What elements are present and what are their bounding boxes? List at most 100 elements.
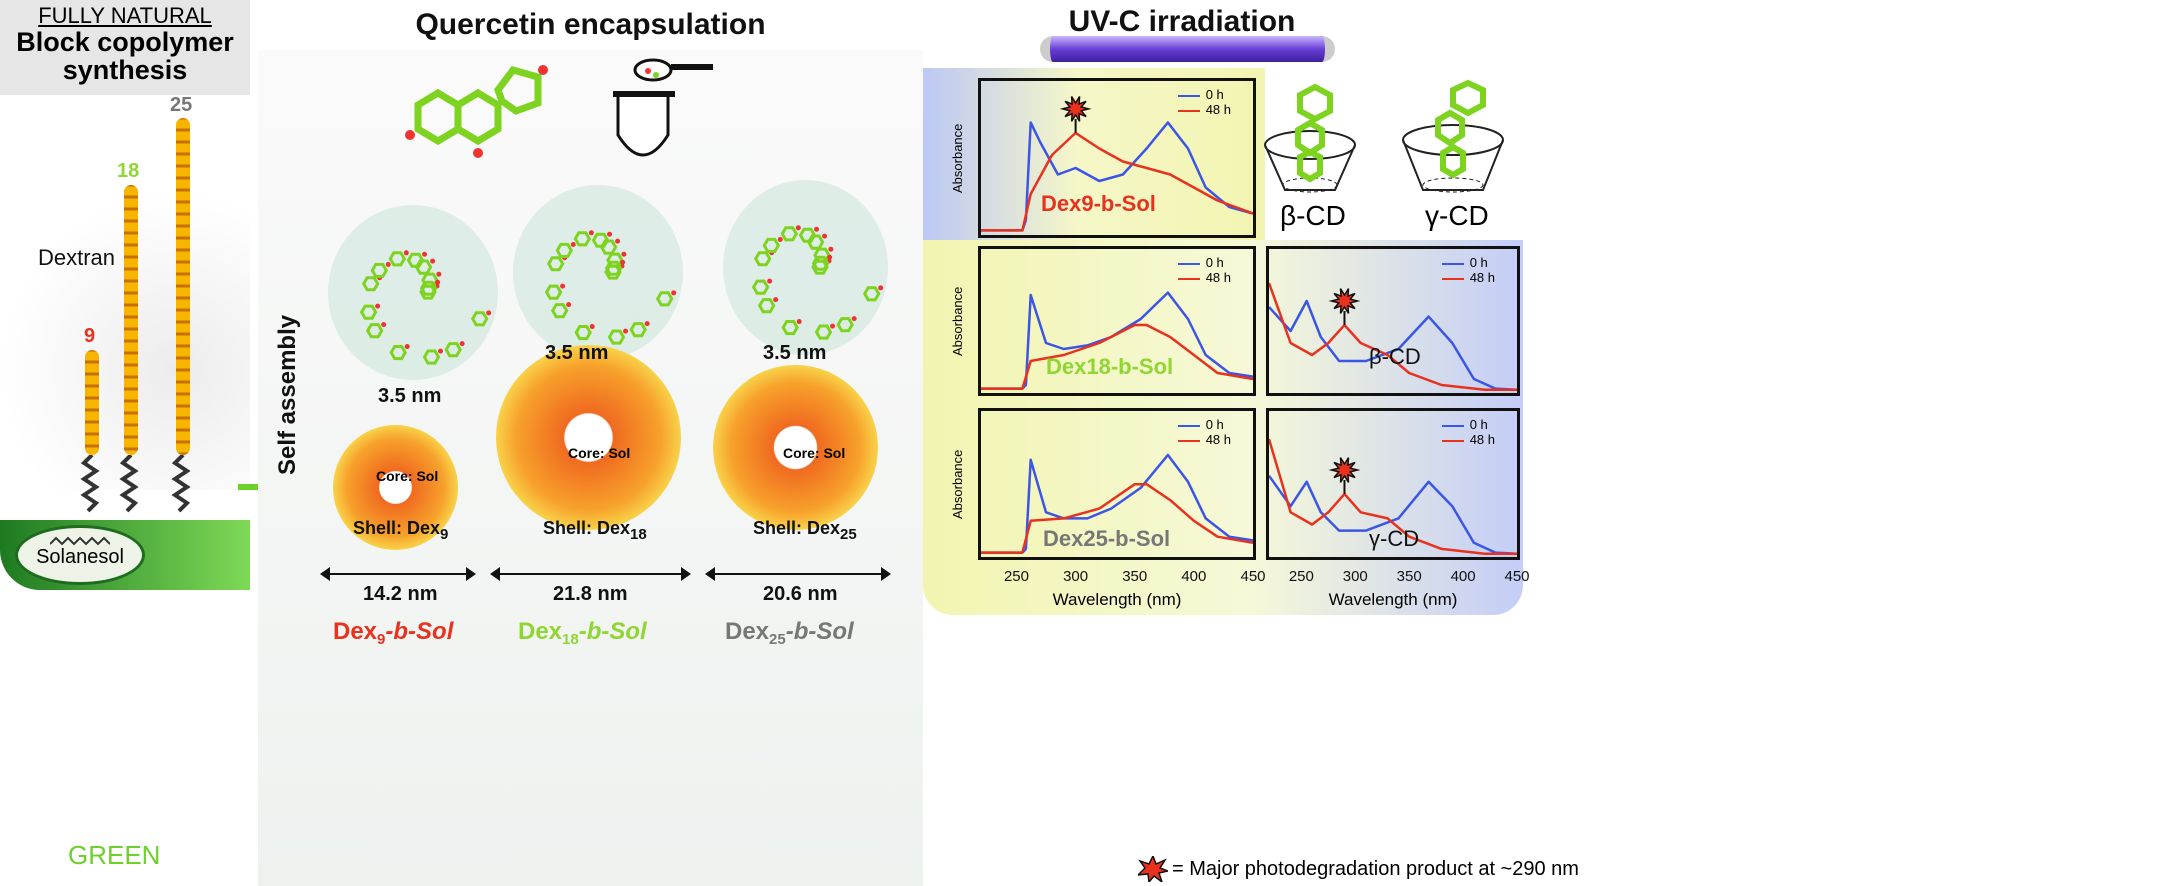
- photodegradation-burst-icon: [1328, 288, 1361, 314]
- plot-title: β-CD: [1369, 344, 1421, 369]
- core-gap-label-3: 3.5 nm: [763, 342, 827, 364]
- quercetin-molecule: [419, 280, 438, 296]
- name-subscript: 9: [377, 631, 386, 648]
- left-panel: FULLY NATURAL Block copolymer synthesis …: [0, 0, 296, 886]
- legend-entry: 0 h: [1177, 417, 1231, 432]
- quercetin-molecule: [389, 345, 407, 361]
- plot-area: [981, 96, 1253, 232]
- oxygen-atom: [795, 225, 801, 231]
- legend-label: 0 h: [1205, 255, 1224, 270]
- name-text: Dex: [333, 618, 378, 645]
- oxygen-atom: [644, 321, 650, 327]
- oxygen-atom: [435, 279, 441, 285]
- quercetin-molecule: [762, 237, 781, 253]
- uv-lamp-icon: [1040, 36, 1335, 62]
- quercetin-molecule: [655, 291, 674, 307]
- oxygen-atom: [822, 233, 828, 239]
- oxygen-atom: [404, 344, 410, 350]
- green-label: GREEN: [68, 840, 161, 870]
- quercetin-molecule: [444, 342, 462, 358]
- quercetin-molecule: [388, 251, 407, 267]
- core-gap-label-2: 3.5 nm: [545, 342, 609, 364]
- oxygen-atom: [814, 226, 820, 232]
- legend-entry: 0 h: [1441, 417, 1495, 432]
- core-label-1: Core: Sol: [376, 468, 439, 484]
- legend-swatch: [1177, 277, 1200, 280]
- oxygen-atom: [436, 271, 442, 277]
- legend-entry: 48 h: [1177, 102, 1231, 117]
- shell-subscript: 25: [840, 526, 857, 543]
- spectrum-plot-4: 0 h 48 h β-CD: [1266, 246, 1520, 396]
- oxygen-atom: [767, 278, 773, 284]
- spectrum-plot-3: 0 h 48 h Dex25-b-Sol: [978, 408, 1256, 560]
- legend-swatch: [1177, 262, 1200, 265]
- micelle-name-1: Dex9-b-Sol: [333, 618, 453, 648]
- size-label-3: 20.6 nm: [763, 583, 838, 605]
- dextran-label: Dextran: [38, 245, 116, 270]
- legend: 0 h 48 h: [1177, 87, 1231, 117]
- y-axis-label: Absorbance: [950, 449, 965, 519]
- shell-text: Shell: Dex: [753, 518, 841, 538]
- x-tick-label: 400: [1181, 568, 1207, 585]
- oxygen-atom: [381, 322, 387, 328]
- micelle-dex25: [713, 365, 878, 530]
- shell-text: Shell: Dex: [543, 518, 631, 538]
- oxygen-atom: [566, 302, 572, 308]
- legend: 0 h 48 h: [1177, 255, 1231, 285]
- gamma-cd-label: γ-CD: [1425, 200, 1489, 231]
- dextran-chain-25: [176, 118, 190, 455]
- burst-legend-icon: [1138, 856, 1168, 882]
- legend-swatch: [1441, 262, 1464, 265]
- micelle-name-3: Dex25-b-Sol: [725, 618, 854, 648]
- quercetin-molecule: [862, 286, 881, 302]
- beta-cd-label: β-CD: [1280, 200, 1346, 231]
- x-tick-label: 250: [1003, 568, 1029, 585]
- heading-box: FULLY NATURAL Block copolymer synthesis: [0, 0, 250, 95]
- quercetin-molecule: [757, 298, 776, 314]
- quercetin-molecule: [555, 242, 574, 258]
- legend-swatch: [1441, 439, 1464, 442]
- x-tick-label: 350: [1122, 568, 1148, 585]
- y-axis-label: Absorbance: [950, 123, 965, 193]
- quercetin-molecule: [591, 232, 610, 248]
- name-suffix: -b-Sol: [785, 618, 854, 645]
- footnote: = Major photodegradation product at ~290…: [1172, 858, 1579, 880]
- quercetin-molecule: [599, 239, 618, 255]
- plot-area: [1269, 282, 1517, 392]
- name-suffix: -b-Sol: [578, 618, 647, 645]
- quercetin-molecule: [814, 324, 833, 340]
- quercetin-molecule: [546, 256, 565, 272]
- spectrum-plot-5: 0 h 48 h γ-CD: [1266, 408, 1520, 560]
- oxygen-atom: [851, 316, 857, 322]
- oxygen-atom: [607, 231, 613, 237]
- solanesol-zigzag-icon: [50, 536, 110, 546]
- oxygen-atom: [588, 230, 594, 236]
- shell-text: Shell: Dex: [353, 518, 441, 538]
- core-gap-label-1: 3.5 nm: [378, 385, 442, 407]
- oxygen-atom: [615, 238, 621, 244]
- quercetin-molecule: [798, 227, 817, 243]
- oxygen-atom: [438, 348, 444, 354]
- chain-length-18: 18: [117, 160, 140, 182]
- oxygen-atom: [620, 259, 626, 265]
- solanesol-label: Solanesol: [36, 546, 124, 568]
- legend-label: 0 h: [1469, 417, 1488, 432]
- size-arrow-3: [705, 567, 891, 581]
- quercetin-molecule: [753, 251, 772, 267]
- quercetin-molecule: [806, 234, 825, 250]
- legend: 0 h 48 h: [1177, 417, 1231, 447]
- legend-label: 48 h: [1469, 270, 1495, 285]
- shell-label-1: Shell: Dex9: [353, 518, 448, 543]
- photodegradation-burst-icon: [1059, 96, 1092, 122]
- oxygen-atom: [486, 310, 492, 316]
- oxygen-atom: [570, 241, 576, 247]
- quercetin-molecule: [574, 325, 592, 341]
- quercetin-cloud-1: [328, 205, 498, 380]
- oxygen-atom: [777, 236, 783, 242]
- quercetin-molecule: [365, 323, 384, 339]
- quercetin-molecule: [370, 262, 389, 278]
- oxygen-atom: [375, 303, 381, 309]
- spectrum-plot-2: 0 h 48 h Dex18-b-Sol: [978, 246, 1256, 396]
- plot-area: [1269, 438, 1517, 556]
- plot-area: [981, 291, 1253, 390]
